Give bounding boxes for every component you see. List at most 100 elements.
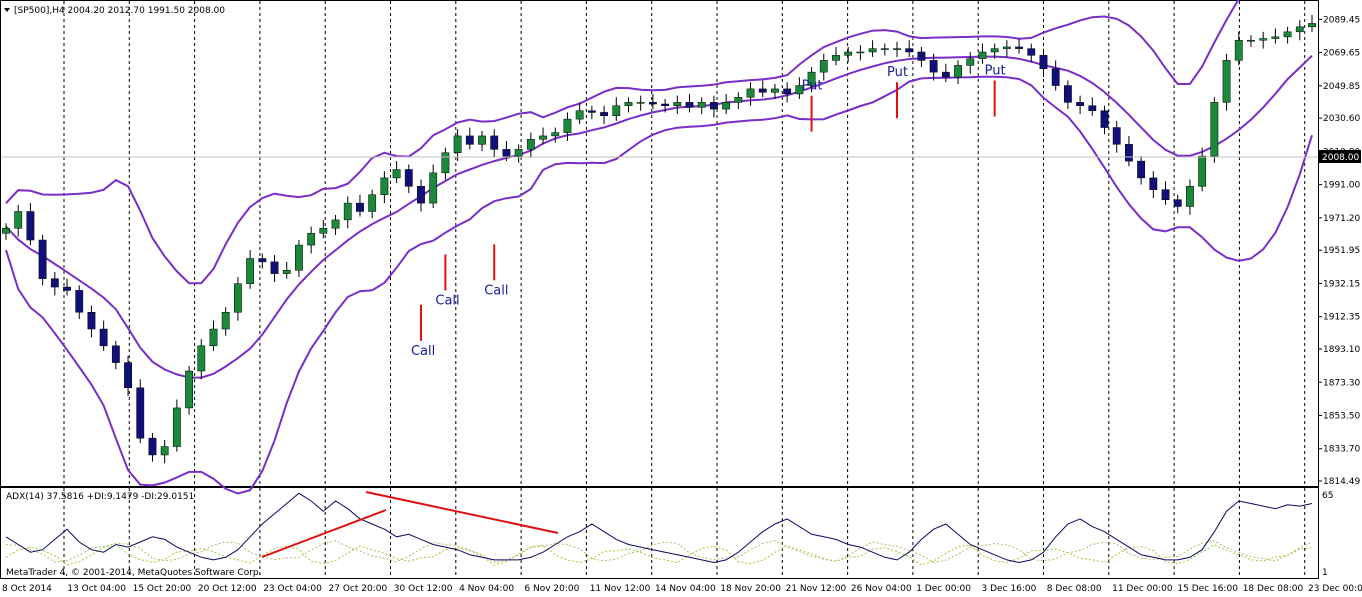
candle-body — [1039, 55, 1048, 70]
collapse-triangle-icon[interactable] — [4, 8, 10, 12]
candle-body — [966, 58, 975, 66]
candle-body — [1015, 46, 1023, 49]
candle-body — [990, 48, 999, 53]
time-tick-label: 6 Nov 20:00 — [524, 584, 579, 594]
vertical-grid — [63, 1, 1306, 578]
price-tick-label: 2030.60 — [1323, 114, 1360, 124]
signal-label: Put — [985, 64, 1006, 79]
candle-body — [1125, 144, 1133, 162]
price-tick-label: 2049.85 — [1323, 82, 1360, 92]
candle-body — [50, 278, 59, 288]
time-axis: 8 Oct 2014 13 Oct 04:00 15 Oct 20:00 20 Oct… — [2, 584, 1362, 594]
time-tick-label: 1 Dec 00:00 — [916, 584, 971, 594]
time-tick-label: 18 Dec 08:00 — [1243, 584, 1304, 594]
candle-body — [978, 51, 987, 59]
candle-body — [160, 446, 169, 456]
time-tick-label: 27 Oct 20:00 — [329, 584, 388, 594]
candle-body — [929, 60, 938, 73]
signal-label: Put — [802, 79, 823, 94]
adx-rising-trendline — [261, 509, 387, 558]
candle-body — [136, 387, 145, 439]
price-tick-label: 1971.20 — [1323, 214, 1360, 224]
candle-body — [38, 239, 47, 279]
adx-falling-trendline — [365, 491, 559, 534]
candle-body — [941, 71, 950, 78]
candle-body — [673, 102, 682, 106]
candle-body — [2, 228, 10, 234]
candle-body — [758, 88, 767, 93]
candle-body — [502, 149, 511, 157]
candle-body — [575, 110, 584, 120]
candle-body — [1210, 102, 1219, 157]
price-tick-label: 1932.15 — [1323, 279, 1360, 289]
candle-body — [209, 328, 218, 347]
candle-body — [1088, 105, 1097, 111]
candle-body — [172, 407, 181, 447]
bollinger-upper-band — [5, 0, 1240, 285]
adx-indicator — [5, 491, 1313, 566]
candle-body — [368, 194, 377, 212]
candle-body — [600, 112, 608, 117]
price-tick-label: 2089.45 — [1323, 15, 1360, 25]
candle-body — [844, 51, 853, 56]
candle-body — [734, 97, 743, 103]
candle-body — [551, 132, 560, 137]
candle-body — [648, 102, 657, 105]
time-tick-label: 14 Nov 04:00 — [655, 584, 716, 594]
candle-body — [1198, 155, 1207, 187]
candle-body — [514, 149, 523, 157]
time-tick-label: 18 Nov 20:00 — [720, 584, 781, 594]
time-tick-label: 11 Nov 12:00 — [590, 584, 651, 594]
candle-body — [1308, 23, 1316, 28]
candle-body — [1259, 38, 1268, 41]
candle-body — [868, 48, 877, 53]
candle-body — [954, 65, 962, 78]
candle-body — [490, 135, 499, 150]
candle-body — [331, 219, 340, 229]
candle-body — [685, 102, 694, 108]
candle-body — [807, 71, 816, 86]
candle-body — [295, 244, 303, 271]
candle-body — [771, 88, 779, 93]
candle-body — [246, 258, 255, 284]
price-panel-frame — [0, 0, 1319, 487]
candle-body — [185, 370, 193, 409]
candle-body — [1283, 31, 1292, 38]
candle-body — [819, 60, 828, 73]
adx-tick-top: 65 — [1322, 491, 1333, 501]
candle-body — [1051, 68, 1060, 86]
bollinger-bands — [5, 0, 1313, 495]
adx-main-line — [5, 492, 1313, 564]
candle-body — [746, 88, 755, 98]
bollinger-middle-band — [5, 54, 1313, 379]
candle-body — [99, 328, 108, 347]
indicator-panel-frame — [0, 487, 1319, 579]
time-tick-label: 20 Oct 12:00 — [198, 584, 257, 594]
price-tick-label: 1991.00 — [1323, 181, 1360, 191]
candle-body — [880, 48, 889, 50]
current-price-label: 2008.00 — [1322, 153, 1359, 163]
candle-body — [478, 135, 486, 145]
time-tick-label: 30 Oct 12:00 — [394, 584, 453, 594]
price-tick-label: 1814.49 — [1323, 477, 1360, 487]
signal-label: Call — [435, 293, 459, 308]
price-tick-label: 1893.10 — [1323, 345, 1360, 355]
candle-body — [1076, 102, 1085, 106]
candle-body — [392, 169, 401, 179]
candle-body — [87, 311, 96, 330]
candle-body — [429, 172, 438, 204]
signal-label: Put — [887, 65, 908, 80]
time-tick-label: 8 Dec 08:00 — [1047, 584, 1102, 594]
candle-body — [417, 186, 425, 204]
candle-body — [783, 88, 792, 95]
candle-body — [1100, 110, 1109, 128]
time-tick-label: 26 Nov 04:00 — [851, 584, 912, 594]
candle-body — [1271, 36, 1280, 39]
price-tick-label: 1833.70 — [1323, 445, 1360, 455]
candle-body — [612, 105, 621, 117]
candle-body — [404, 169, 413, 187]
candle-body — [270, 261, 279, 274]
candle-body — [1247, 39, 1255, 42]
candle-body — [856, 51, 865, 54]
